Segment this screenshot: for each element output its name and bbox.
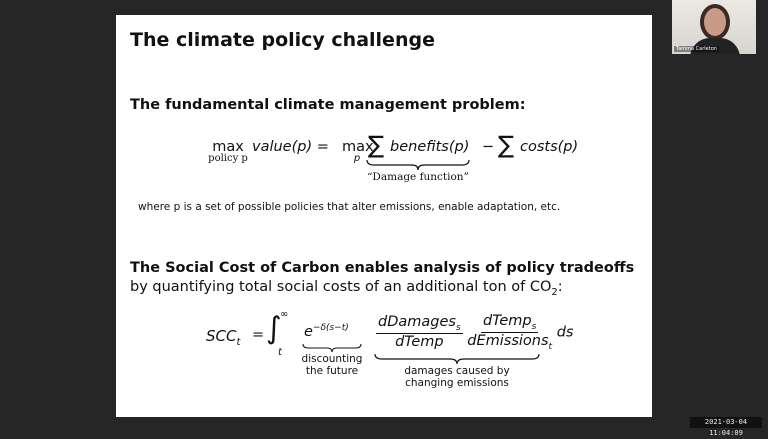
equation-value-maximization: max policy p value(p) = max p ∑ benefits… [200,131,580,193]
max-operator: max [212,139,244,155]
section-heading-management-problem: The fundamental climate management probl… [130,97,526,113]
section-heading-scc: The Social Cost of Carbon enables analys… [130,260,635,276]
sum-symbol: ∑ [368,131,385,159]
scc-lhs: SCCt [206,327,241,348]
speaker-torso [690,38,740,54]
damage-function-label: “Damage function” [367,171,469,183]
damages-label: damages caused by changing emissions [404,365,510,389]
discounting-label: discounting the future [301,353,363,377]
ds-term: ds [556,324,574,341]
costs-term: costs(p) [520,139,579,155]
equals-sign: = [252,327,265,343]
webcam-video-tile[interactable]: Tamma Carleton [672,0,756,54]
equation-social-cost-of-carbon: SCCt = ∫ ∞ t e−δ(s−t) discounting the fut… [206,305,573,395]
slide-title: The climate policy challenge [130,29,435,51]
underbrace-discount [302,343,362,353]
value-expression: value(p) = [252,139,329,155]
recording-timestamp: 2021-03-04 11:04:09 [690,417,762,437]
underbrace-damages [374,353,540,365]
max-subscript: policy p [208,153,248,164]
minus-sign: − [482,139,495,155]
max-operator-2: max [342,139,374,155]
participant-name: Tamma Carleton [674,46,719,52]
presentation-slide: The climate policy challenge The fundame… [116,15,652,417]
fraction-temp-emissions: dTemps dEmissionst [467,313,553,352]
speaker-avatar [704,8,726,36]
policy-definition-text: where p is a set of possible policies th… [138,201,561,213]
integral-lower-limit: t [278,347,282,358]
integral-symbol: ∫ [266,311,282,346]
integral-upper-limit: ∞ [280,309,289,320]
damage-fractions: dDamagess dTemp dTemps dEmissionst ds [376,313,573,352]
underbrace [366,159,470,171]
discount-exponential: e−δ(s−t) [304,323,349,340]
scc-description: by quantifying total social costs of an … [130,279,563,298]
fraction-damages-temp: dDamagess dTemp [376,314,463,351]
sum-symbol-2: ∑ [498,131,515,159]
benefits-term: benefits(p) [390,139,470,155]
max-subscript-2: p [353,153,361,164]
